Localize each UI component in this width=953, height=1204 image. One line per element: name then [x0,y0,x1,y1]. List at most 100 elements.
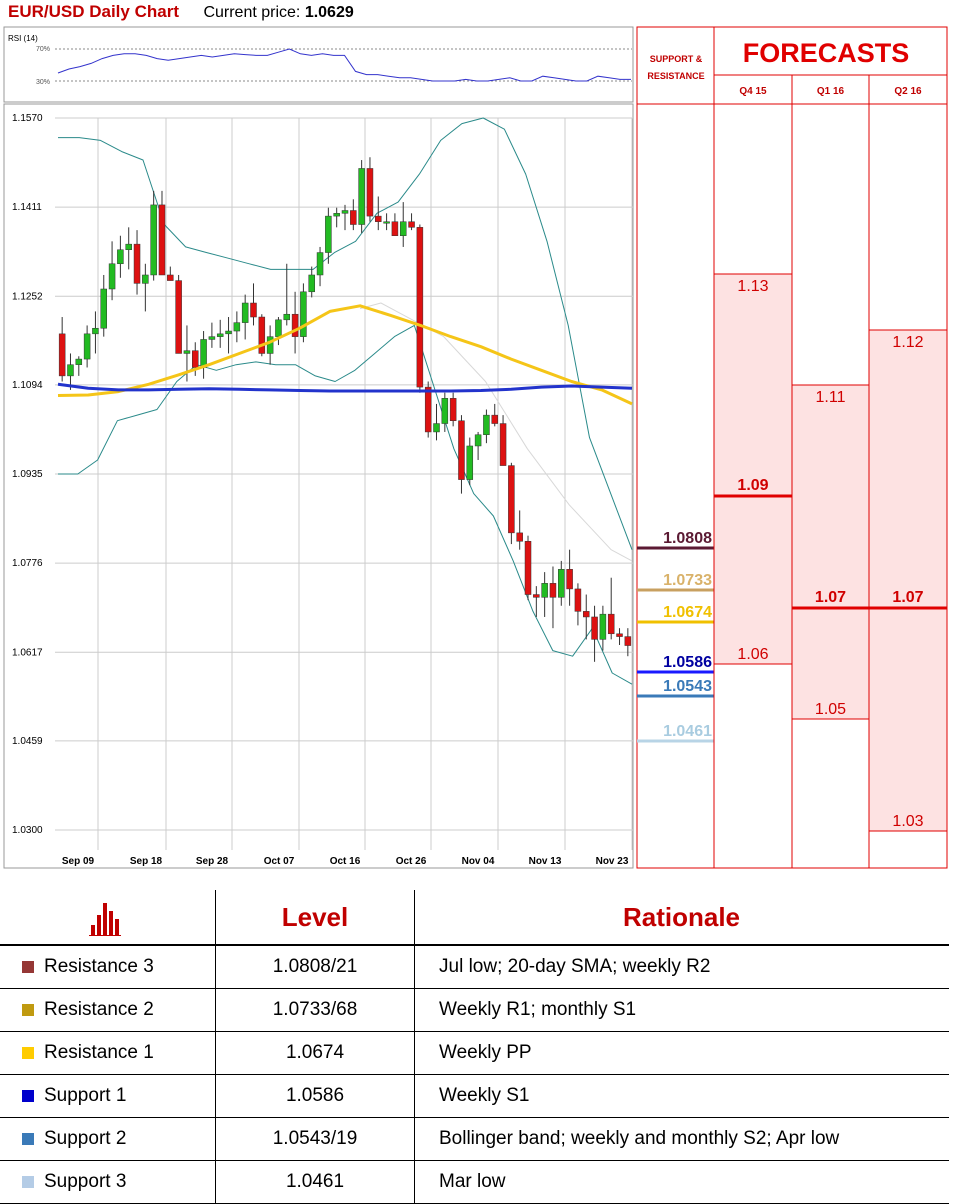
row-rationale: Weekly S1 [414,1074,949,1118]
candle-body [582,611,590,618]
forecast-mid: 1.07 [892,589,923,606]
forecasts-title: FORECASTS [743,38,910,68]
candle-body [83,333,91,360]
candle-body [508,465,515,534]
candle-body [275,319,282,337]
levels-table-row: Resistance 3 1.0808/21 Jul low; 20-day SMA… [0,945,949,989]
sma-yellow-line [57,304,633,406]
candle-body [75,358,83,365]
row-name-cell: Resistance 2 [0,988,216,1032]
color-swatch [22,1132,34,1145]
candle-body [491,414,498,424]
levels-header-line2: RESISTANCE [647,71,704,81]
color-swatch [22,1003,34,1016]
candle-body [291,313,299,337]
forecast-low: 1.03 [892,813,923,830]
row-name-cell: Support 1 [0,1074,216,1118]
candle-body [599,613,607,640]
x-tick-label: Sep 09 [62,856,95,867]
bar-chart-icon [89,903,121,936]
candle-body [133,243,141,284]
levels-table-row: Support 3 1.0461 Mar low [0,1160,949,1204]
forecast-low: 1.06 [737,646,768,663]
x-tick-label: Oct 16 [330,856,361,867]
level-value: 1.0461 [663,723,712,740]
x-tick-label: Nov 13 [529,856,562,867]
candle-body [216,333,224,337]
candle-body [258,316,266,354]
y-tick-label: 1.1570 [12,113,43,124]
candle-body [433,423,440,433]
header-level: Level [215,890,415,946]
forecast-high: 1.13 [737,278,768,295]
chart-header: EUR/USD Daily Chart Current price: 1.062… [8,2,354,24]
bollinger-lower-line [58,324,633,685]
y-tick-label: 1.0300 [12,825,43,836]
y-tick-label: 1.0776 [12,558,43,569]
candle-body [616,633,623,637]
candle-body [449,398,457,421]
candle-body [541,583,548,598]
row-level: 1.0586 [215,1074,415,1118]
row-name: Support 2 [44,1127,127,1149]
candle-body [358,168,365,225]
y-tick-label: 1.1252 [12,291,43,302]
rsi-line [57,48,631,82]
candlestick-panel: 1.1570 1.1411 1.1252 1.1094 1.0935 1.0776 1.06… [3,103,634,869]
row-name-cell: Resistance 3 [0,945,216,989]
forecast-range-box [713,273,793,665]
current-price-label: Current price: [203,4,301,21]
candle-body [300,291,307,337]
row-rationale: Weekly PP [414,1031,949,1075]
price-chart: RSI (14)70%30% 1.15701.14111.12521.10941… [3,26,948,869]
levels-frame [636,26,715,869]
candle-body [366,168,374,217]
support-resistance-column: SUPPORT & RESISTANCE 1.0808 1.0733 1.0674 1.0… [636,26,715,869]
level-value: 1.0808 [663,530,712,547]
candle-body [158,204,166,276]
color-swatch [22,1175,34,1188]
candle-body [167,274,174,281]
candle-body [283,313,291,321]
candle-body [325,215,332,253]
levels-header-line1: SUPPORT & [650,54,703,64]
row-level: 1.0674 [215,1031,415,1075]
candle-body [175,280,182,354]
candle-body [524,541,532,595]
y-tick-label: 1.0459 [12,736,43,747]
candle-body [549,583,557,598]
candle-body [316,252,324,276]
forecast-col-label: Q2 16 [894,86,922,97]
candle-body [499,423,507,466]
candle-body [233,322,241,332]
forecasts-panel: FORECASTS Q4 15 1.13 1.09 1.06 Q1 16 1.11 1.07 1… [713,26,948,869]
header-rationale: Rationale [414,890,949,946]
row-level: 1.0461 [215,1160,415,1204]
candle-body [474,434,482,447]
candle-body [183,350,191,354]
y-tick-label: 1.1094 [12,380,43,391]
forecast-col-label: Q1 16 [817,86,845,97]
row-name: Support 1 [44,1084,127,1106]
sma-grey-line [359,302,633,562]
candle-body [117,249,124,265]
row-rationale: Bollinger band; weekly and monthly S2; A… [414,1117,949,1161]
forecast-high: 1.12 [892,334,923,351]
chart-title: EUR/USD Daily Chart [8,2,179,21]
x-tick-label: Oct 07 [264,856,295,867]
row-rationale: Weekly R1; monthly S1 [414,988,949,1032]
candle-body [308,274,315,293]
candle-body [92,327,99,335]
forecast-range-box [791,384,870,720]
row-level: 1.0543/19 [215,1117,415,1161]
candle-body [67,364,74,377]
candle-body [466,445,474,480]
candle-body [391,221,399,236]
candle-body [566,569,573,590]
candle-body [591,616,598,640]
forecast-mid: 1.07 [815,589,846,606]
candle-body [607,613,615,635]
candle-body [225,330,232,335]
x-tick-label: Nov 04 [462,856,495,867]
candle-body [241,302,249,323]
